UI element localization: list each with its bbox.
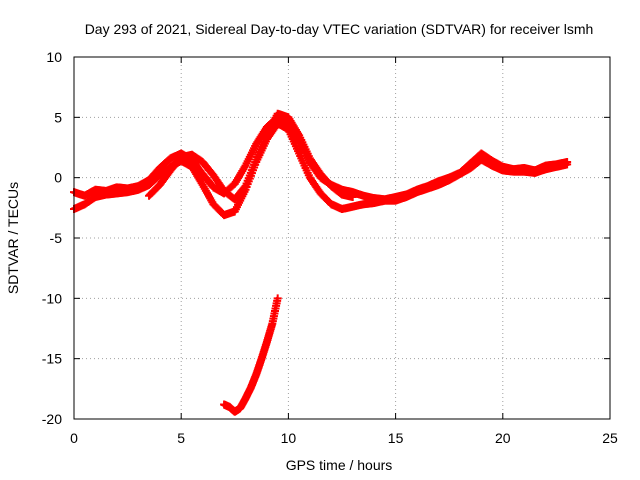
x-axis-label: GPS time / hours <box>286 457 393 473</box>
y-tick-label: 0 <box>54 170 62 186</box>
y-tick-label: -20 <box>42 411 62 427</box>
series-track-c <box>145 109 357 204</box>
grid-lines <box>74 57 610 419</box>
y-tick-label: 10 <box>46 49 62 65</box>
data-point <box>348 192 357 201</box>
x-tick-label: 15 <box>388 430 404 446</box>
y-tick-label: 5 <box>54 109 62 125</box>
series-track-d <box>220 294 282 416</box>
x-tick-label: 5 <box>177 430 185 446</box>
data-points <box>70 109 572 416</box>
y-axis-label: SDTVAR / TECUs <box>5 182 21 294</box>
y-tick-label: -15 <box>42 351 62 367</box>
y-tick-label: -10 <box>42 290 62 306</box>
series-track-b <box>70 119 572 220</box>
y-tick-label: -5 <box>50 230 63 246</box>
y-tick-labels: -20 -15 -10 -5 0 5 10 <box>42 49 62 427</box>
x-tick-label: 10 <box>281 430 297 446</box>
chart-title: Day 293 of 2021, Sidereal Day-to-day VTE… <box>85 21 594 37</box>
x-tick-label: 20 <box>495 430 511 446</box>
axis-ticks <box>73 56 611 420</box>
x-tick-label: 0 <box>70 430 78 446</box>
data-point <box>273 294 282 303</box>
x-tick-labels: 0 5 10 15 20 25 <box>70 430 618 446</box>
data-point <box>563 160 572 169</box>
x-tick-label: 25 <box>602 430 618 446</box>
